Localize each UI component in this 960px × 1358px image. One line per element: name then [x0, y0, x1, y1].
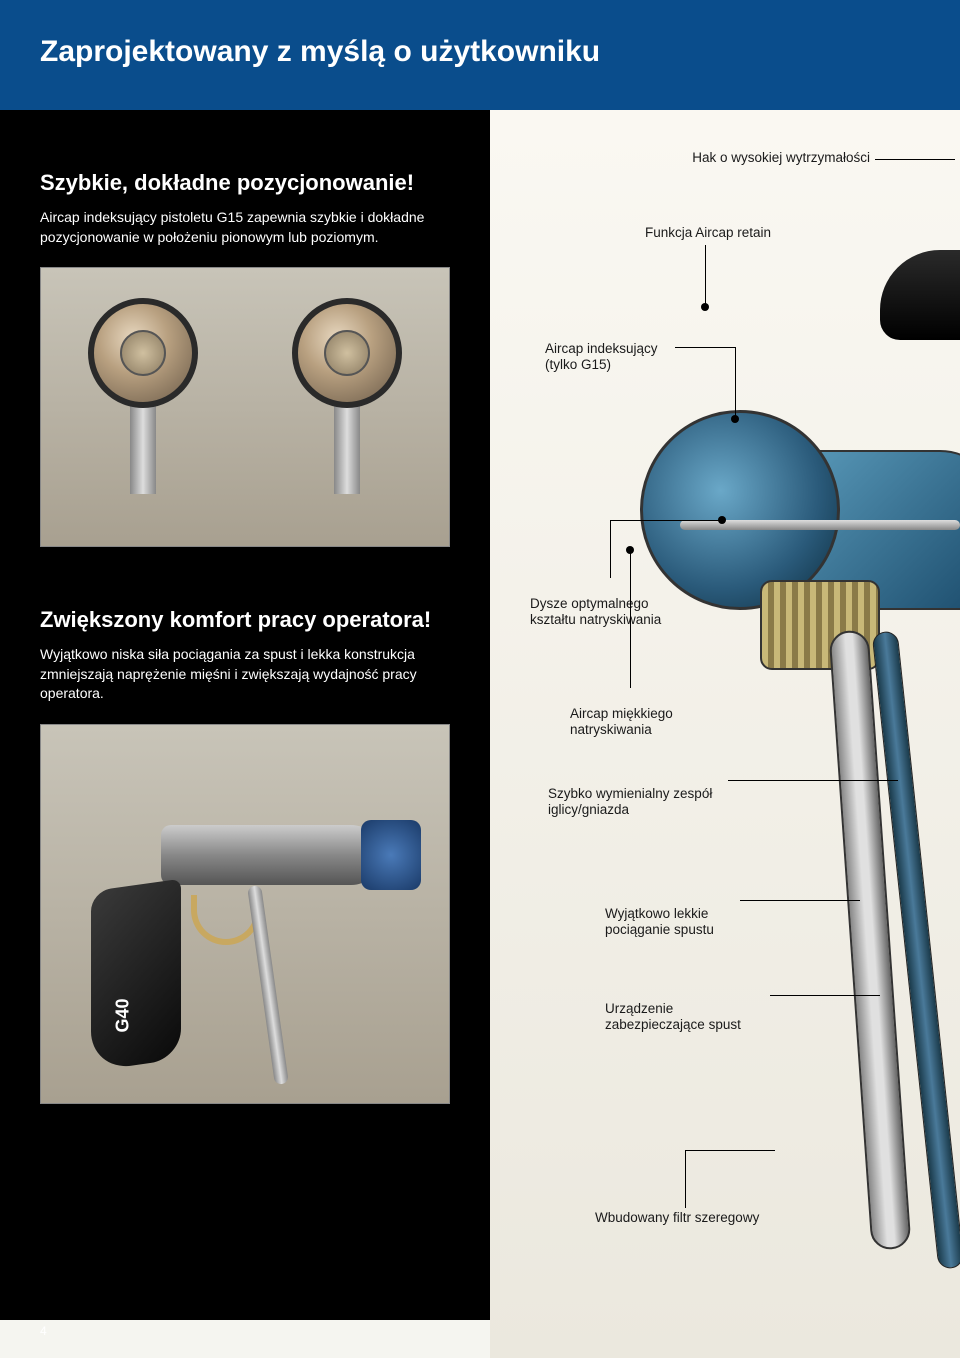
section-positioning: Szybkie, dokładne pozycjonowanie! Aircap… — [40, 170, 450, 547]
callout-needle-text: Szybko wymienialny zespół iglicy/gniazda — [548, 786, 712, 817]
gun-tip — [361, 820, 421, 890]
gun-trigger — [191, 895, 261, 945]
gun-handle — [91, 879, 181, 1072]
callout-hook: Hak o wysokiej wytrzymałości — [670, 150, 870, 166]
callout-indexing: Aircap indeksujący (tylko G15) — [545, 325, 705, 422]
callout-trigger: Wyjątkowo lekkie pociąganie spustu — [605, 890, 785, 955]
callout-nozzle: Dysze optymalnego kształtu natryskiwania — [530, 580, 710, 677]
section1-title: Szybkie, dokładne pozycjonowanie! — [40, 170, 450, 196]
callout-retain: Funkcja Aircap retain — [645, 225, 805, 241]
callout-softspray: Aircap miękkiego natryskiwania — [570, 690, 750, 771]
callout-retain-text: Funkcja Aircap retain — [645, 225, 771, 240]
photo-aircap-indexing — [40, 267, 450, 547]
aircap-horizontal — [287, 298, 407, 494]
page-number: 4 — [40, 1324, 47, 1338]
callout-nozzle-text: Dysze optymalnego kształtu natryskiwania — [530, 596, 661, 627]
callout-hook-text: Hak o wysokiej wytrzymałości — [692, 150, 870, 165]
callout-needle: Szybko wymienialny zespół iglicy/gniazda — [548, 770, 768, 835]
page-title: Zaprojektowany z myślą o użytkowniku — [40, 35, 960, 69]
callout-indexing-text: Aircap indeksujący (tylko G15) — [545, 341, 658, 372]
left-column: Szybkie, dokładne pozycjonowanie! Aircap… — [0, 110, 490, 1320]
callout-trigger-text: Wyjątkowo lekkie pociąganie spustu — [605, 906, 714, 937]
callout-safety: Urządzenie zabezpieczające spust — [605, 985, 805, 1050]
gun-fluid-tube — [247, 885, 289, 1085]
section-comfort: Zwiększony komfort pracy operatora! Wyją… — [40, 607, 450, 1104]
aircap-vertical — [83, 298, 203, 494]
photo-spray-gun: G40 — [40, 724, 450, 1104]
gun-barrel — [161, 825, 381, 885]
callout-filter-text: Wbudowany filtr szeregowy — [595, 1210, 759, 1225]
page-header: Zaprojektowany z myślą o użytkowniku — [0, 0, 960, 110]
callout-filter: Wbudowany filtr szeregowy — [595, 1210, 815, 1226]
section2-title: Zwiększony komfort pracy operatora! — [40, 607, 450, 633]
cutaway-hook — [880, 250, 960, 340]
callout-safety-text: Urządzenie zabezpieczające spust — [605, 1001, 741, 1032]
callout-softspray-text: Aircap miękkiego natryskiwania — [570, 706, 673, 737]
section1-body: Aircap indeksujący pistoletu G15 zapewni… — [40, 208, 450, 247]
gun-model-label: G40 — [113, 998, 134, 1032]
section2-body: Wyjątkowo niska siła pociągania za spust… — [40, 645, 450, 704]
